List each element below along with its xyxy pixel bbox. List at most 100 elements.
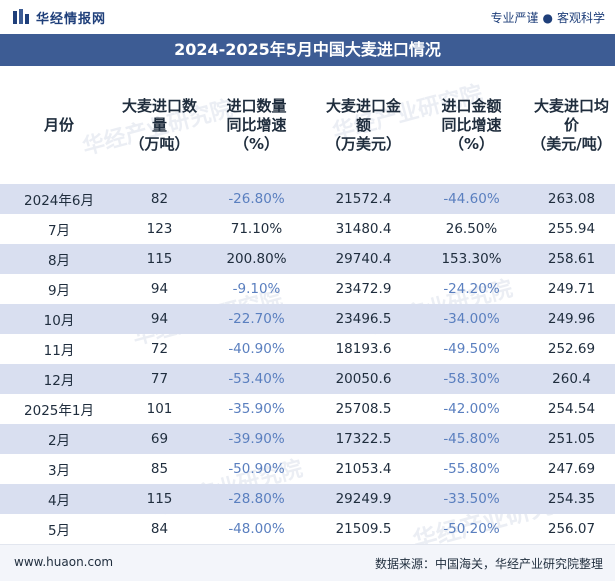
table-cell: 10月 <box>43 313 75 329</box>
table-cell: 254.35 <box>547 491 596 507</box>
table-cell: 17322.5 <box>335 431 392 447</box>
table-cell: 11月 <box>43 343 75 359</box>
column-header: 大麦进口金 额 （万美元） <box>325 96 401 153</box>
table-cell: 21572.4 <box>335 191 392 207</box>
table-cell: 258.61 <box>547 251 596 267</box>
table-cell: -53.40% <box>228 371 285 387</box>
table-cell: -58.30% <box>443 371 500 387</box>
table-cell: -44.60% <box>443 191 500 207</box>
table-row: 5月 84 -48.00% 21509.5 -50.20% 256.07 <box>0 514 615 544</box>
table-cell: 18193.6 <box>335 341 392 357</box>
tagline-right: 客观科学 <box>556 11 605 25</box>
table-cell: 2024年6月 <box>24 193 94 209</box>
table-cell: 251.05 <box>547 431 596 447</box>
column-header: 月份 <box>43 115 74 134</box>
column-header: 大麦进口均 价 （美元/吨） <box>531 96 612 153</box>
table-cell: -50.20% <box>443 521 500 537</box>
table-cell: 4月 <box>47 493 71 509</box>
table-cell: 9月 <box>47 283 71 299</box>
table-row: 3月 85 -50.90% 21053.4 -55.80% 247.69 <box>0 454 615 484</box>
table-cell: -28.80% <box>228 491 285 507</box>
table-cell: -33.50% <box>443 491 500 507</box>
table-cell: 31480.4 <box>335 221 392 237</box>
table-cell: -9.10% <box>232 281 281 297</box>
table-cell: 94 <box>150 311 169 327</box>
footer: www.huaon.com 数据来源：中国海关，华经产业研究院整理 <box>0 544 615 581</box>
table-cell: 101 <box>146 401 173 417</box>
table-cell: 2025年1月 <box>24 403 94 419</box>
data-table: 月份 大麦进口数 量 （万吨） 进口数量 同比增速 （%） 大麦进口金 额 （万… <box>0 66 615 544</box>
dot-separator-icon: ● <box>542 11 553 25</box>
table-cell: 29740.4 <box>335 251 392 267</box>
table-cell: 72 <box>150 341 169 357</box>
tagline: 专业严谨 ● 客观科学 <box>490 9 605 26</box>
table-cell: -39.90% <box>228 431 285 447</box>
table-cell: 23472.9 <box>335 281 392 297</box>
table-cell: -55.80% <box>443 461 500 477</box>
table-row: 4月 115 -28.80% 29249.9 -33.50% 254.35 <box>0 484 615 514</box>
table-cell: -40.90% <box>228 341 285 357</box>
table-row: 2月 69 -39.90% 17322.5 -45.80% 251.05 <box>0 424 615 454</box>
table-cell: 94 <box>150 281 169 297</box>
table-cell: 123 <box>146 221 173 237</box>
table-cell: 12月 <box>43 373 75 389</box>
table-cell: 25708.5 <box>335 401 392 417</box>
table-cell: -26.80% <box>228 191 285 207</box>
table-cell: 263.08 <box>547 191 596 207</box>
table-cell: 256.07 <box>547 521 596 537</box>
table-cell: 260.4 <box>552 371 591 387</box>
data-source: 数据来源：中国海关，华经产业研究院整理 <box>374 557 603 571</box>
table-cell: 252.69 <box>547 341 596 357</box>
table-cell: 200.80% <box>226 251 287 267</box>
table-cell: 153.30% <box>441 251 502 267</box>
table-row: 2025年1月 101 -35.90% 25708.5 -42.00% 254.54 <box>0 394 615 424</box>
table-cell: -48.00% <box>228 521 285 537</box>
table-cell: 29249.9 <box>335 491 392 507</box>
table-cell: 254.54 <box>547 401 596 417</box>
table-row: 11月 72 -40.90% 18193.6 -49.50% 252.69 <box>0 334 615 364</box>
table-cell: -45.80% <box>443 431 500 447</box>
table-cell: 7月 <box>47 223 71 239</box>
table-cell: 84 <box>150 521 169 537</box>
table-cell: -50.90% <box>228 461 285 477</box>
table-cell: 85 <box>150 461 169 477</box>
table-cell: 21053.4 <box>335 461 392 477</box>
table-cell: 69 <box>150 431 169 447</box>
table-cell: -35.90% <box>228 401 285 417</box>
table-row: 8月 115 200.80% 29740.4 153.30% 258.61 <box>0 244 615 274</box>
column-header: 大麦进口数 量 （万吨） <box>121 96 197 153</box>
table-row: 10月 94 -22.70% 23496.5 -34.00% 249.96 <box>0 304 615 334</box>
table-cell: -22.70% <box>228 311 285 327</box>
table-body: 2024年6月 82 -26.80% 21572.4 -44.60% 263.08 7月 12… <box>0 184 615 544</box>
table-cell: 247.69 <box>547 461 596 477</box>
table-cell: 26.50% <box>445 221 498 237</box>
table-cell: 115 <box>146 251 173 267</box>
table-cell: -24.20% <box>443 281 500 297</box>
table-cell: 8月 <box>47 253 71 269</box>
column-header: 进口金额 同比增速 （%） <box>441 96 502 153</box>
table-header: 月份 大麦进口数 量 （万吨） 进口数量 同比增速 （%） 大麦进口金 额 （万… <box>0 66 615 184</box>
table-row: 9月 94 -9.10% 23472.9 -24.20% 249.71 <box>0 274 615 304</box>
table-cell: 82 <box>150 191 169 207</box>
table-cell: -49.50% <box>443 341 500 357</box>
logo: 华经情报网 <box>12 8 106 27</box>
table-cell: -42.00% <box>443 401 500 417</box>
table-cell: 115 <box>146 491 173 507</box>
table-cell: 249.96 <box>547 311 596 327</box>
table-cell: 255.94 <box>547 221 596 237</box>
table-cell: 20050.6 <box>335 371 392 387</box>
table-cell: 23496.5 <box>335 311 392 327</box>
table-row: 12月 77 -53.40% 20050.6 -58.30% 260.4 <box>0 364 615 394</box>
table-cell: 5月 <box>47 523 71 539</box>
table-cell: 249.71 <box>547 281 596 297</box>
column-header: 进口数量 同比增速 （%） <box>226 96 287 153</box>
site-url: www.huaon.com <box>14 555 114 569</box>
table-row: 7月 123 71.10% 31480.4 26.50% 255.94 <box>0 214 615 244</box>
table-cell: 77 <box>150 371 169 387</box>
logo-icon <box>13 9 29 24</box>
table-cell: 3月 <box>47 463 71 479</box>
table-cell: 21509.5 <box>335 521 392 537</box>
table-cell: -34.00% <box>443 311 500 327</box>
table-row: 2024年6月 82 -26.80% 21572.4 -44.60% 263.08 <box>0 184 615 214</box>
table-cell: 71.10% <box>230 221 283 237</box>
